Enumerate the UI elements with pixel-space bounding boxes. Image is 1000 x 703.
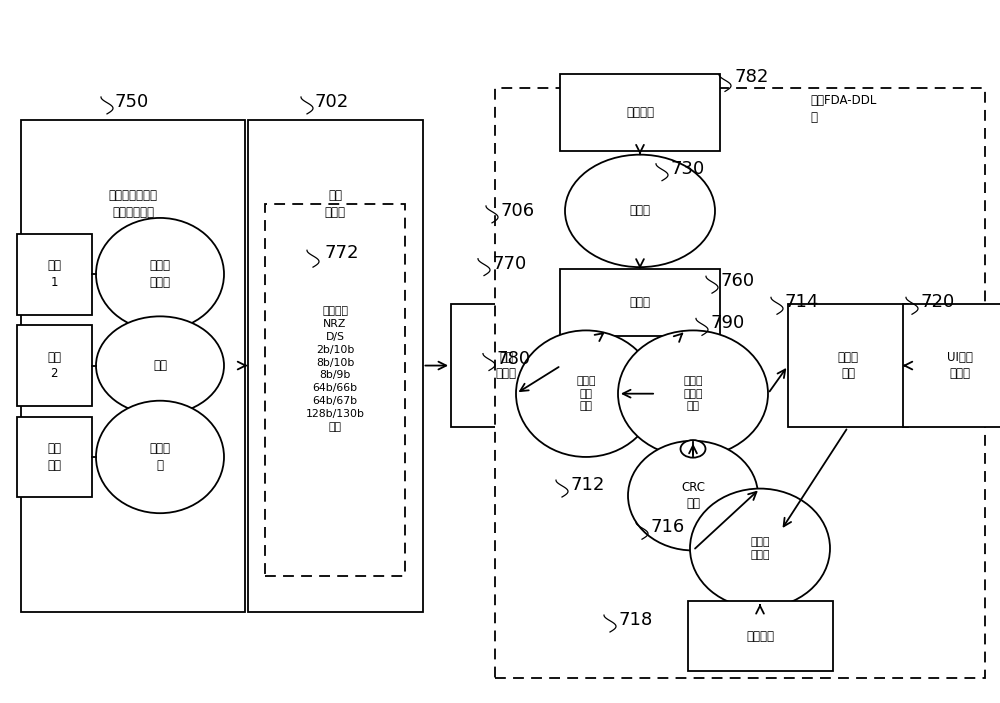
Bar xyxy=(788,304,908,427)
Text: 716: 716 xyxy=(650,518,684,536)
Text: CRC
校验: CRC 校验 xyxy=(681,481,705,510)
Bar xyxy=(16,416,92,498)
Text: 编译器: 编译器 xyxy=(630,205,650,217)
Text: 790: 790 xyxy=(710,314,744,333)
Text: 原始
数据: 原始 数据 xyxy=(47,442,61,472)
Bar xyxy=(16,233,92,315)
Text: 时控: 时控 xyxy=(153,359,167,372)
Text: 770: 770 xyxy=(492,254,526,273)
Bar xyxy=(451,304,561,427)
Text: 772: 772 xyxy=(325,244,359,262)
Text: 712: 712 xyxy=(570,476,604,494)
Text: 比特流
成帧
数据: 比特流 成帧 数据 xyxy=(576,376,596,411)
Text: 718: 718 xyxy=(618,611,652,629)
Text: 原始
比特流: 原始 比特流 xyxy=(496,351,516,380)
Ellipse shape xyxy=(628,441,758,550)
Text: 阈值比
特宽度: 阈值比 特宽度 xyxy=(150,259,170,289)
Text: UI数据
存储库: UI数据 存储库 xyxy=(947,351,973,380)
Bar xyxy=(688,601,832,671)
Bar xyxy=(560,269,720,336)
Text: 协议声明: 协议声明 xyxy=(626,106,654,119)
Text: 760: 760 xyxy=(720,272,754,290)
Text: 曼彻斯特
NRZ
D/S
2b/10b
8b/10b
8b/9b
64b/66b
64b/67b
128b/130b
解扰: 曼彻斯特 NRZ D/S 2b/10b 8b/10b 8b/9b 64b/66b… xyxy=(306,307,364,432)
Text: 782: 782 xyxy=(735,68,769,86)
Text: 管脚
2: 管脚 2 xyxy=(47,351,61,380)
Bar xyxy=(560,74,720,151)
Ellipse shape xyxy=(96,218,224,330)
Ellipse shape xyxy=(96,316,224,415)
Ellipse shape xyxy=(680,440,706,458)
Text: 标准
解码器: 标准 解码器 xyxy=(324,189,346,219)
Ellipse shape xyxy=(96,401,224,513)
Text: 702: 702 xyxy=(315,93,349,111)
Bar xyxy=(248,120,422,612)
Bar xyxy=(265,204,405,576)
Bar xyxy=(495,88,985,678)
Text: 存储器
流: 存储器 流 xyxy=(150,442,170,472)
Text: 706: 706 xyxy=(500,202,534,220)
Bar xyxy=(16,325,92,406)
Ellipse shape xyxy=(565,155,715,267)
Text: （一个或多个）
物理输入信号: （一个或多个） 物理输入信号 xyxy=(108,189,158,219)
Text: 打包的
比特流
数据: 打包的 比特流 数据 xyxy=(683,376,703,411)
Text: 数据包
收集: 数据包 收集 xyxy=(838,351,858,380)
Text: 共用FDA-DDL
库: 共用FDA-DDL 库 xyxy=(810,94,876,124)
Ellipse shape xyxy=(516,330,656,457)
Text: 管脚
1: 管脚 1 xyxy=(47,259,61,289)
Text: 780: 780 xyxy=(497,349,531,368)
Ellipse shape xyxy=(618,330,768,457)
Bar xyxy=(902,304,1000,427)
Text: 句法树: 句法树 xyxy=(630,296,650,309)
Text: 媒体文件: 媒体文件 xyxy=(746,630,774,643)
Text: 714: 714 xyxy=(785,293,819,311)
Text: 720: 720 xyxy=(920,293,954,311)
Text: 750: 750 xyxy=(115,93,149,111)
Ellipse shape xyxy=(690,489,830,608)
Text: 730: 730 xyxy=(670,160,704,178)
Bar xyxy=(21,120,245,612)
Text: 有效载
荷提取: 有效载 荷提取 xyxy=(750,537,770,560)
